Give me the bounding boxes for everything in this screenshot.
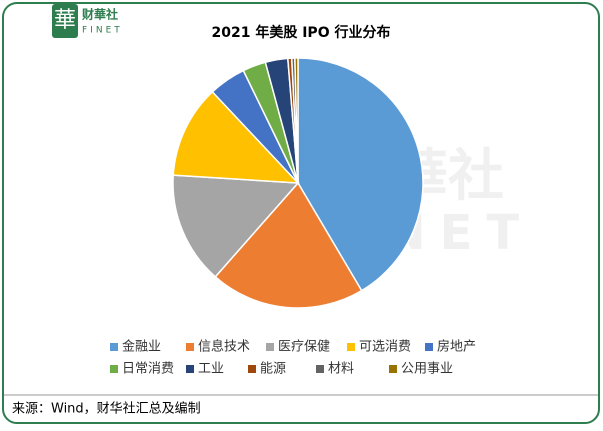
legend-swatch (248, 365, 256, 373)
legend-swatch (110, 365, 118, 373)
pie-slice (214, 181, 363, 309)
chart-title: 2021 年美股 IPO 行业分布 (212, 24, 391, 41)
legend-label: 医疗保健 (278, 340, 330, 355)
pie-slice (294, 57, 299, 184)
legend-label: 可选消费 (359, 340, 411, 355)
pie-slice (297, 57, 424, 292)
legend-label: 房地产 (437, 339, 476, 355)
legend-label: 日常消费 (122, 362, 174, 377)
pie-slice (172, 90, 300, 184)
legend-label: 能源 (260, 362, 286, 377)
logo-sub: FINET (82, 26, 123, 36)
legend-swatch (110, 343, 118, 351)
legend-swatch (347, 343, 355, 351)
legend-swatch (425, 343, 433, 351)
logo-name: 财華社 (81, 7, 118, 22)
legend-label: 信息技术 (198, 339, 250, 355)
legend-label: 材料 (328, 362, 354, 377)
legend-swatch (316, 365, 324, 373)
legend-swatch (389, 365, 397, 373)
legend-label: 金融业 (122, 339, 161, 355)
legend-label: 公用事业 (401, 362, 453, 377)
source: 来源：Wind，财华社汇总及编制 (12, 401, 201, 417)
legend-swatch (186, 343, 194, 351)
pie-slice (172, 174, 300, 278)
legend-swatch (266, 343, 274, 351)
logo-mark: 華 (54, 8, 76, 33)
legend-swatch (186, 365, 194, 373)
logo-box (52, 4, 78, 38)
legend-label: 工业 (198, 362, 224, 377)
